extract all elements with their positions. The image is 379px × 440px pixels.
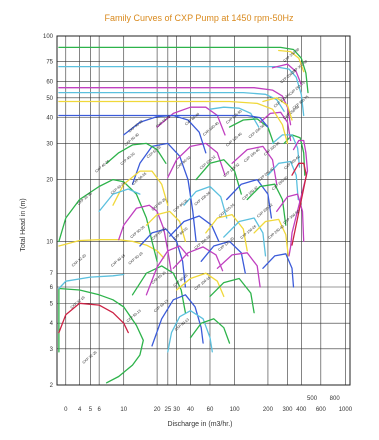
series-line-43: [58, 100, 289, 145]
y-tick-label: 7: [50, 271, 54, 277]
x-tick-label: 400: [296, 407, 307, 413]
y-tick-label: 10: [46, 239, 53, 245]
series-line-18: [172, 246, 224, 272]
plot-frame: [56, 35, 351, 386]
series-line-32: [262, 253, 295, 288]
series-line-42: [58, 114, 269, 128]
series-line-26: [216, 252, 261, 288]
y-tick-label: 40: [46, 116, 53, 122]
x-tick-label: 10: [120, 407, 127, 413]
series-line-30: [246, 183, 287, 226]
y-tick-label: 50: [46, 96, 53, 102]
series-line-49: [58, 46, 309, 94]
x-tick-label: 6: [97, 407, 101, 413]
x-tick-label: 100: [230, 407, 241, 413]
y-tick-label: 20: [46, 178, 53, 184]
y-tick-label: 2: [50, 383, 54, 389]
series-line-22: [195, 159, 242, 195]
x-tick-label: 300: [282, 407, 293, 413]
series-line-33: [267, 160, 299, 201]
series-line-16: [189, 318, 231, 344]
series-line-47: [58, 65, 305, 117]
series-line-8: [112, 170, 169, 206]
series-line-0: [58, 287, 144, 384]
series-line-24: [200, 240, 246, 274]
series-line-39: [228, 118, 275, 145]
series-line-45: [58, 87, 292, 126]
y-tick-label: 5: [50, 301, 54, 307]
series-line-35: [283, 134, 306, 176]
series-line-4: [58, 178, 158, 262]
y-tick-label: 60: [46, 80, 53, 86]
y-tick-label: 4: [50, 321, 54, 327]
series-line-15: [167, 310, 213, 353]
x-tick-label: 200: [263, 407, 274, 413]
series-line-46: [262, 97, 293, 121]
x-tick-label: 30: [173, 407, 180, 413]
series-line-14: [145, 245, 189, 296]
y-tick-label: 3: [50, 347, 54, 353]
series-line-48: [271, 63, 302, 86]
series-layer: [58, 46, 309, 384]
series-line-20: [183, 185, 228, 219]
series-line-41: [271, 134, 301, 168]
y-tick-label: 75: [46, 60, 53, 66]
series-line-9: [98, 188, 141, 213]
series-line-6: [131, 142, 197, 243]
x-tick-label: 600: [316, 407, 327, 413]
series-line-13: [151, 294, 204, 347]
series-line-12: [131, 265, 187, 314]
x-tick-label: 4: [78, 407, 82, 413]
x-tick-label: 0: [64, 407, 68, 413]
series-line-40: [259, 111, 292, 142]
series-line-2: [58, 273, 125, 290]
x-tick-label: 60: [207, 407, 214, 413]
series-line-3: [58, 239, 165, 259]
x-tick-label-upper: 500: [307, 396, 318, 402]
series-line-27: [223, 217, 267, 257]
series-line-44: [58, 91, 285, 112]
x-tick-label: 25: [164, 407, 171, 413]
series-line-50: [278, 49, 305, 73]
series-line-19: [169, 215, 220, 243]
series-line-21: [167, 142, 226, 179]
series-line-34: [276, 193, 305, 243]
series-line-25: [209, 277, 255, 314]
series-line-11: [145, 210, 187, 243]
chart-title: Family Curves of CXP Pump at 1450 rpm-50…: [105, 13, 294, 23]
y-axis-label: Total Head in (m): [20, 198, 27, 251]
y-tick-label: 30: [46, 141, 53, 147]
series-line-52: [291, 162, 308, 246]
x-axis-label: Discharge in (m3/hr.): [168, 421, 233, 428]
x-tick-label: 1000: [339, 407, 353, 413]
x-tick-label: 40: [187, 407, 194, 413]
y-tick-label: 6: [50, 285, 54, 291]
x-tick-label-upper: 800: [330, 396, 341, 402]
series-line-5: [118, 204, 173, 274]
series-line-23: [205, 213, 248, 252]
series-line-51: [288, 139, 309, 257]
x-tick-label: 20: [154, 407, 161, 413]
series-line-31: [253, 218, 289, 257]
series-line-28: [226, 178, 273, 219]
series-line-1: [58, 302, 129, 334]
x-tick-label: 5: [89, 407, 93, 413]
series-line-7: [105, 142, 167, 164]
series-line-38: [209, 106, 260, 128]
y-tick-label: 100: [43, 34, 54, 40]
